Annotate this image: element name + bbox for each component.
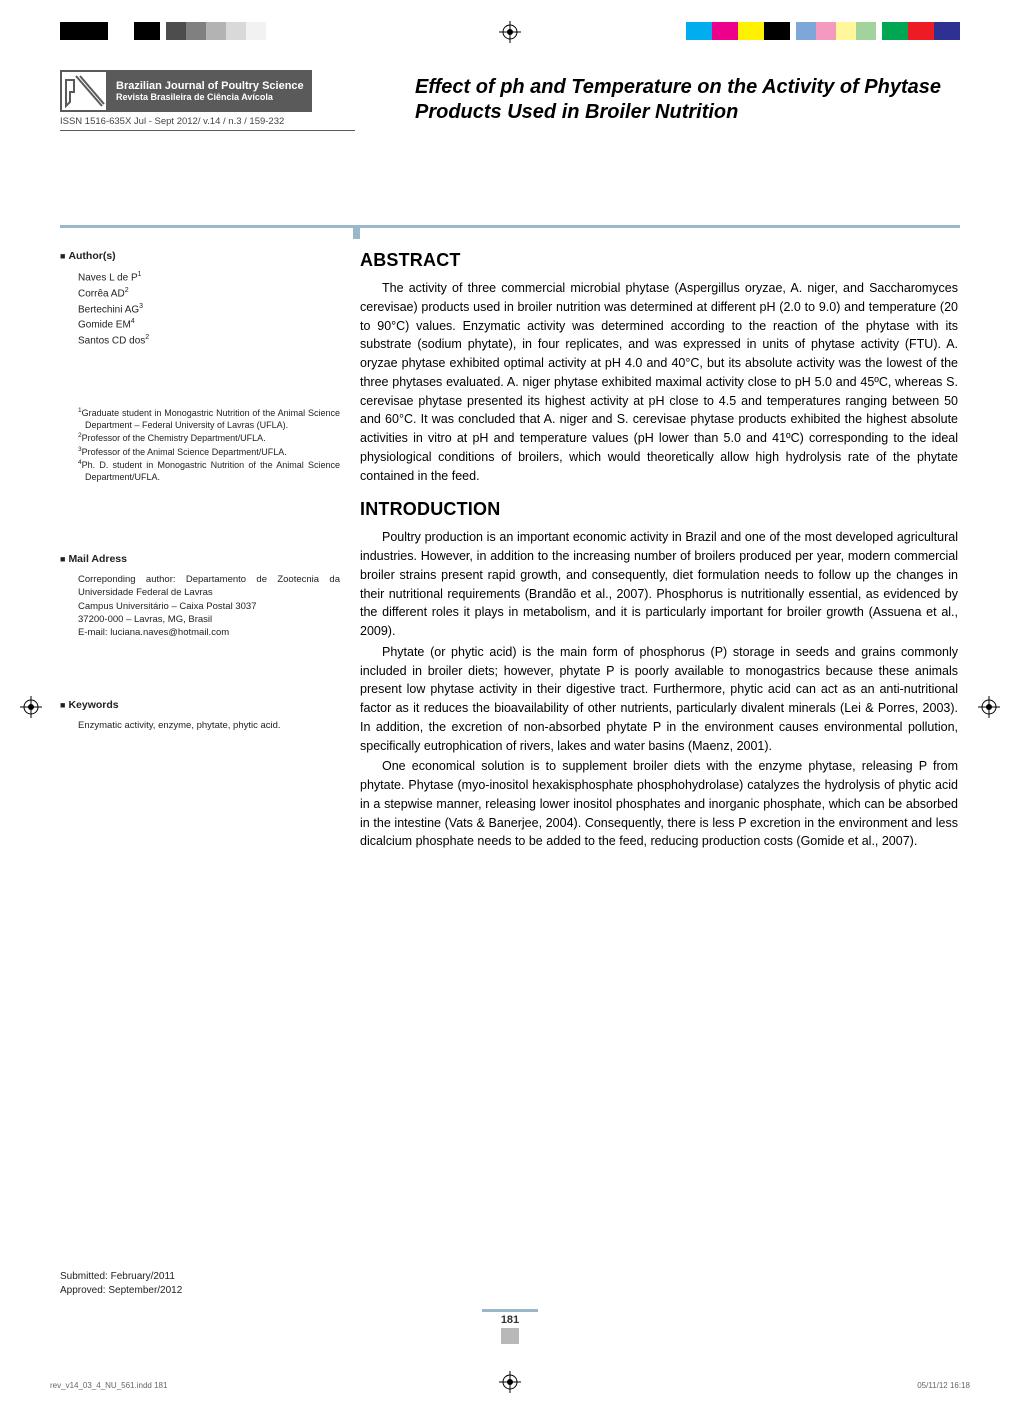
abstract-heading: ABSTRACT (360, 250, 958, 271)
intro-paragraph-3: One economical solution is to supplement… (360, 757, 958, 851)
mail-block: Correponding author: Departamento de Zoo… (60, 573, 340, 639)
page-number-box: 181 (482, 1309, 538, 1344)
mail-line: Campus Universitário – Caixa Postal 3037 (78, 600, 340, 613)
colorbar-segment (134, 22, 160, 40)
footer-filename: rev_v14_03_4_NU_561.indd 181 (50, 1381, 167, 1390)
journal-name-bar: Brazilian Journal of Poultry Science Rev… (106, 70, 312, 112)
colorbar-segment (712, 22, 738, 40)
affiliation-entry: 4Ph. D. student in Monogastric Nutrition… (78, 459, 340, 483)
header-rule-stub (353, 225, 360, 239)
affiliation-list: 1Graduate student in Monogastric Nutriti… (60, 407, 340, 483)
registration-mark-left (20, 696, 42, 718)
intro-paragraph-1: Poultry production is an important econo… (360, 528, 958, 641)
colorbar-segment (764, 22, 790, 40)
author-entry: Naves L de P1 (78, 270, 340, 286)
author-entry: Santos CD dos2 (78, 333, 340, 349)
author-entry: Gomide EM4 (78, 317, 340, 333)
mail-heading: Mail Adress (60, 553, 340, 565)
colorbar-segment (856, 22, 876, 40)
sidebar: Author(s) Naves L de P1Corrêa AD2Bertech… (60, 250, 340, 733)
registration-mark-right (978, 696, 1000, 718)
keywords-block: Enzymatic activity, enzyme, phytate, phy… (60, 719, 340, 732)
colorbar-segment (934, 22, 960, 40)
colorbar-segment (246, 22, 266, 40)
pagenum-bar-top (482, 1309, 538, 1312)
article-title: Effect of ph and Temperature on the Acti… (415, 75, 955, 125)
colorbar-segment (882, 22, 908, 40)
footer-timestamp: 05/11/12 16:18 (917, 1381, 970, 1390)
pagenum-bar-bottom (501, 1328, 519, 1344)
author-list: Naves L de P1Corrêa AD2Bertechini AG3Gom… (60, 270, 340, 349)
introduction-heading: INTRODUCTION (360, 499, 958, 520)
journal-name-en: Brazilian Journal of Poultry Science (116, 80, 304, 92)
keywords-text: Enzymatic activity, enzyme, phytate, phy… (78, 719, 340, 732)
registration-mark-bottom (499, 1371, 521, 1393)
colorbar-segment (60, 22, 108, 40)
mail-line: 37200-000 – Lavras, MG, Brasil (78, 613, 340, 626)
affiliation-entry: 2Professor of the Chemistry Department/U… (78, 432, 340, 444)
colorbar-segment (836, 22, 856, 40)
colorbar-segment (796, 22, 816, 40)
colorbar-segment (186, 22, 206, 40)
mail-line: Correponding author: Departamento de Zoo… (78, 573, 340, 600)
colorbar-segment (816, 22, 836, 40)
affiliation-entry: 3Professor of the Animal Science Departm… (78, 446, 340, 458)
affiliation-entry: 1Graduate student in Monogastric Nutriti… (78, 407, 340, 431)
author-entry: Corrêa AD2 (78, 286, 340, 302)
colorbar-segment (686, 22, 712, 40)
header-rule (60, 225, 960, 228)
colorbar-segment (166, 22, 186, 40)
colorbar-segment (738, 22, 764, 40)
authors-heading: Author(s) (60, 250, 340, 262)
article-title-block: Effect of ph and Temperature on the Acti… (415, 75, 955, 125)
submitted-date: Submitted: February/2011 (60, 1270, 182, 1284)
abstract-text: The activity of three commercial microbi… (360, 279, 958, 485)
colorbar-segment (908, 22, 934, 40)
author-entry: Bertechini AG3 (78, 302, 340, 318)
journal-header: Brazilian Journal of Poultry Science Rev… (60, 70, 370, 131)
intro-paragraph-2: Phytate (or phytic acid) is the main for… (360, 643, 958, 756)
journal-logo-icon (60, 70, 108, 112)
registration-mark-top (499, 21, 521, 43)
issn-line: ISSN 1516-635X Jul - Sept 2012/ v.14 / n… (60, 112, 355, 131)
colorbar-segment (226, 22, 246, 40)
mail-line: E-mail: luciana.naves@hotmail.com (78, 626, 340, 639)
journal-name-pt: Revista Brasileira de Ciência Avícola (116, 92, 304, 102)
colorbar-segment (206, 22, 226, 40)
page-number: 181 (482, 1314, 538, 1326)
main-column: ABSTRACT The activity of three commercia… (360, 250, 958, 853)
keywords-heading: Keywords (60, 699, 340, 711)
approved-date: Approved: September/2012 (60, 1284, 182, 1298)
colorbar-segment (108, 22, 134, 40)
